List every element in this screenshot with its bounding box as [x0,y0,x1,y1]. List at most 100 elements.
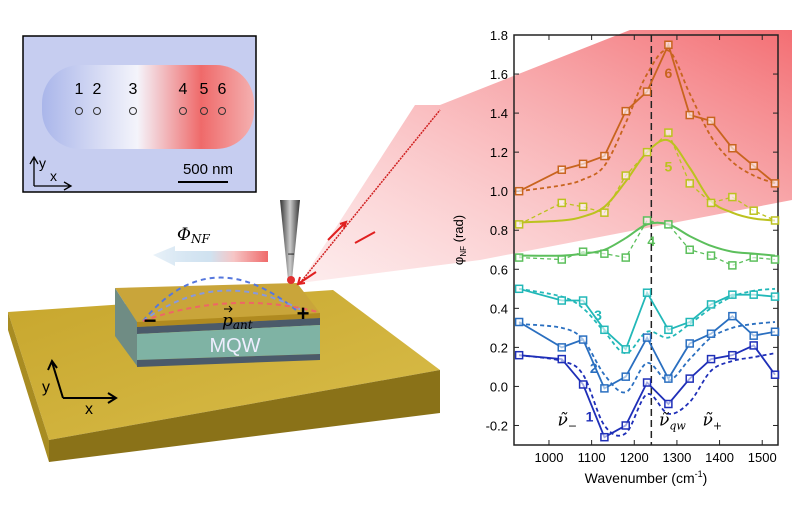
plot-frame [513,34,779,446]
data-point [557,165,567,174]
data-point [557,296,567,305]
data-point [664,40,673,50]
data-point [685,317,694,327]
data-point [578,247,588,256]
data-point [706,354,716,364]
inset-point-marker [93,107,101,115]
inset-point-label: 3 [129,81,138,98]
phi-label: ΦNF [177,225,210,246]
data-point [749,341,758,350]
data-point [749,290,758,299]
annotation: ν̃+ [703,410,723,432]
laser-beam [300,30,792,283]
data-point [578,296,588,305]
series-label: 6 [664,65,672,81]
data-point [557,255,567,264]
arrow-icon [296,271,317,286]
substrate-front [49,370,440,462]
inset-point-label: 6 [218,81,227,98]
vector-arrow-icon [224,305,233,313]
data-point [728,311,737,321]
data-point [706,251,716,260]
chart: 1000 1100 1200 1300 1400 1500 -0.2 0.0 0.2 0.4 0.6… [451,28,780,486]
mqw-layer [137,325,320,360]
series-1: 1 [514,341,780,442]
data-point [685,179,694,188]
series-label: 3 [594,307,602,323]
series-2: 2 [514,311,780,394]
x-tick-label: 1000 [535,450,564,465]
data-point [600,384,609,393]
data-point [706,300,716,309]
data-point [728,261,737,270]
fit-line [518,49,776,193]
y-tick-label: 1.2 [490,145,508,160]
inset-point-label: 4 [179,81,188,98]
y-tick-label: 1.0 [490,184,508,199]
phi-arrow [153,246,268,266]
data-point [770,255,780,264]
data-point [642,147,652,157]
series-4: 4 [514,216,780,270]
y-tick-label: 0.8 [490,223,508,238]
data-point [621,171,630,180]
data-point [578,202,588,212]
x-tick-label: 1500 [748,450,777,465]
data-point [685,110,694,120]
fit-line [519,138,776,224]
afm-tip [280,200,300,280]
data-point [621,372,630,381]
data-point [770,370,780,379]
y-tick-label: 0.6 [490,262,508,277]
data-point [514,253,524,262]
data-point [664,399,673,409]
series-3: 3 [514,284,780,355]
axes-icon [47,358,118,404]
data-point [642,288,652,297]
inset-point-label: 2 [93,81,102,98]
data-point [578,159,588,169]
mesa-top [115,283,320,322]
series-6: 6 [514,40,780,196]
inset-axis-x: x [50,168,57,184]
y-axis-label: φNF (rad) [451,215,468,265]
data-point [578,380,588,389]
data-point [578,335,588,344]
data-point [600,249,609,258]
data-point [728,192,737,202]
data-point [600,151,609,161]
data-point [557,343,567,352]
data-point [706,198,716,208]
x-tick-label: 1300 [662,450,691,465]
y-tick-label: -0.2 [486,418,508,433]
data-point [642,216,652,225]
series-5: 5 [514,128,780,229]
laser-wave [299,109,441,284]
inset-point-marker [179,107,187,115]
data-point [600,325,609,335]
inset-point-marker [200,107,208,115]
data-point [642,378,652,387]
data-point [728,290,737,299]
y-tick-label: 1.8 [490,28,508,43]
data-point [642,87,652,96]
mqw-label: MQW [209,335,260,357]
y-tick-label: 1.6 [490,67,508,82]
tip-minus: − [287,247,294,261]
data-point [514,186,524,196]
y-tick-label: 0.4 [490,301,508,316]
inset-point-marker [218,107,226,115]
data-point [664,374,673,383]
fit-line [518,352,776,437]
data-point [514,317,524,327]
data-point [770,292,780,301]
data-point [621,253,630,262]
data-point [600,432,609,442]
data-point [749,331,758,340]
data-point [557,354,567,364]
y-tick-label: 0.2 [490,340,508,355]
data-point [770,327,780,337]
data-point [706,329,716,338]
data-point [621,106,630,116]
